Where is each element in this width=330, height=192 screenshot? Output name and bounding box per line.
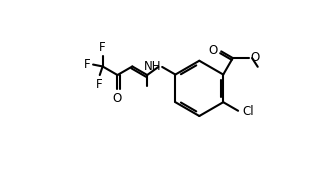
Text: F: F — [83, 58, 90, 71]
Text: NH: NH — [144, 60, 161, 73]
Text: O: O — [113, 92, 122, 105]
Text: Cl: Cl — [242, 105, 254, 118]
Text: O: O — [250, 51, 259, 64]
Text: F: F — [99, 41, 106, 54]
Text: F: F — [95, 78, 102, 91]
Text: O: O — [209, 44, 218, 57]
